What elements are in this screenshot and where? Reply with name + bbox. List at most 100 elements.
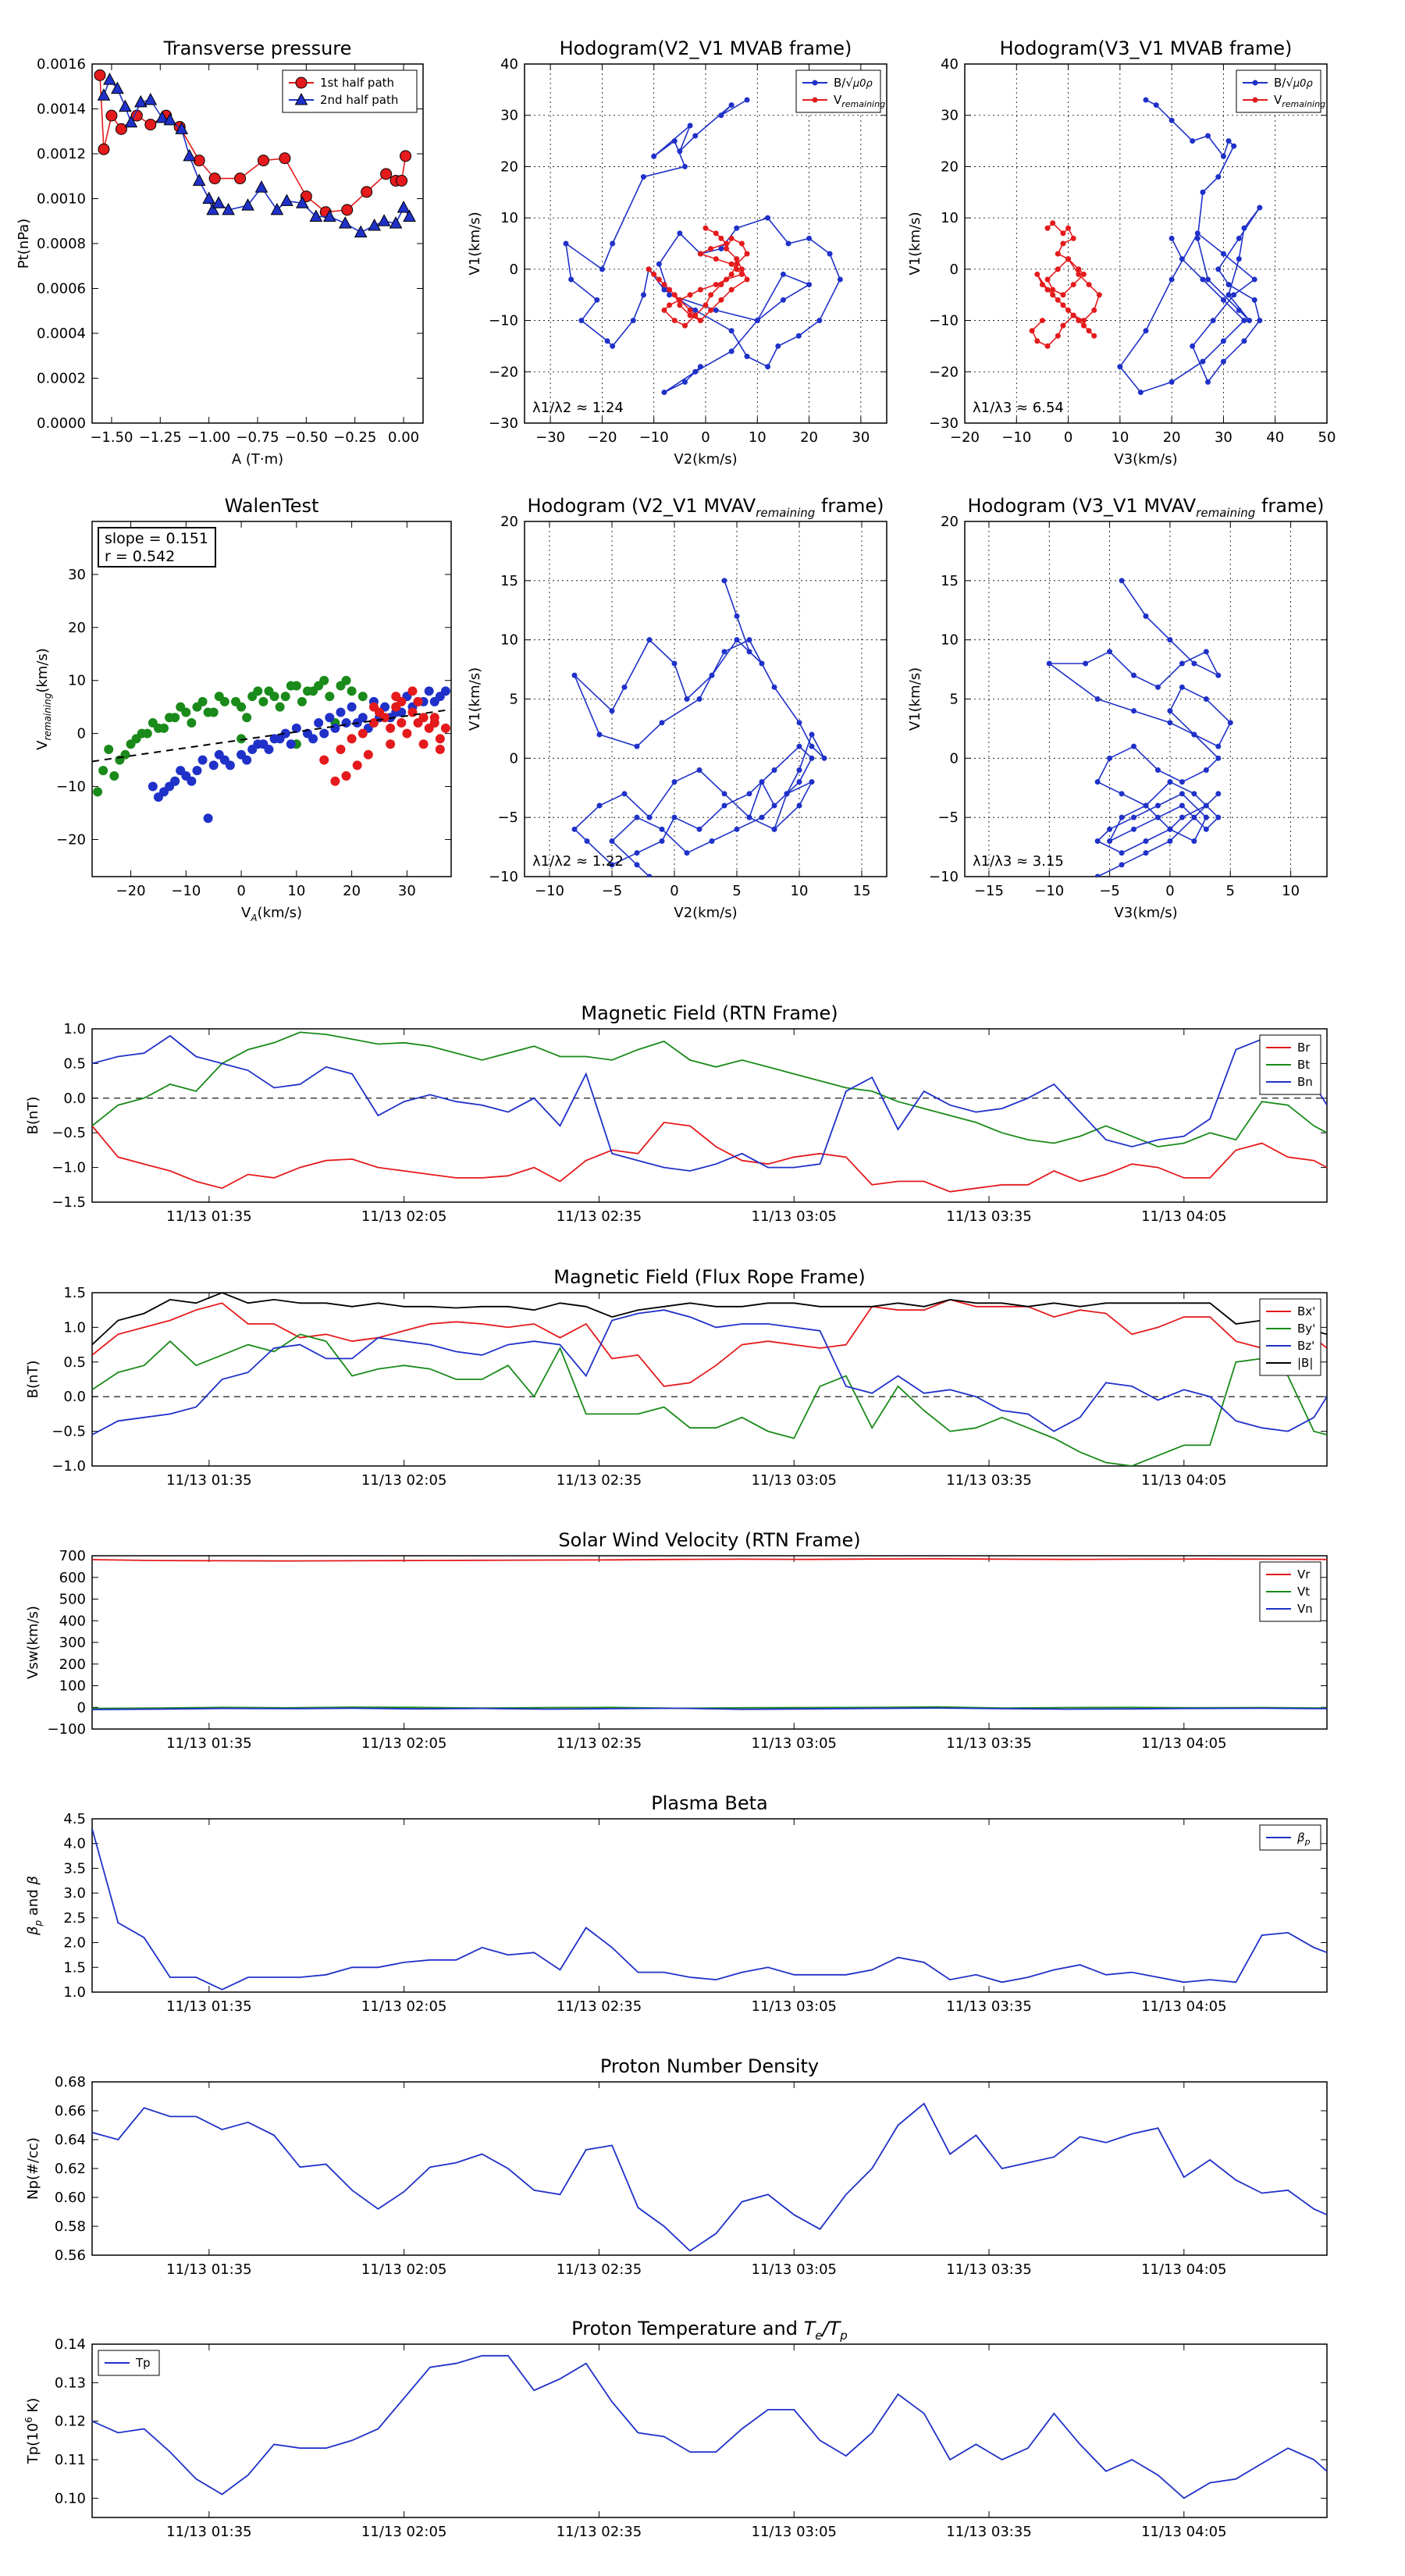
legend-label-0: Vr: [1297, 1567, 1311, 1582]
h4-series-0-point: [1154, 802, 1161, 809]
legend-label-3: |B|: [1297, 1356, 1313, 1370]
h1-series-1-point: [738, 271, 745, 277]
pt-series-1-point: [354, 225, 368, 238]
h1-series-1-point: [724, 246, 730, 252]
walen-ylabel: Vremaining(km/s): [34, 648, 53, 750]
h1-series-1-point: [728, 271, 735, 277]
stats-r: r = 0.542: [105, 548, 175, 565]
np-title: Proton Number Density: [600, 2055, 819, 2077]
mag_rtn-ytick-label: −1.5: [52, 1194, 86, 1211]
h3-series-0-point: [709, 672, 715, 678]
h2-series-0-point: [1241, 225, 1247, 231]
h1-frame: [524, 63, 887, 424]
h3-ytick-label: −5: [497, 809, 518, 826]
h1-series-0-point: [780, 271, 786, 277]
h3-series-0-point: [659, 826, 665, 832]
tp-xtick-label: 11/13 03:35: [946, 2524, 1031, 2540]
beta-xtick-label: 11/13 02:05: [361, 1998, 446, 2015]
walen-point-2: [413, 718, 423, 728]
h4-ytick-label: 0: [950, 750, 959, 767]
h1-series-0-point: [780, 297, 786, 303]
walen-point-2: [341, 770, 351, 781]
np-ytick-label: 0.64: [55, 2132, 86, 2148]
h3-series-0-point: [796, 743, 802, 749]
h2-series-1-point: [1060, 230, 1066, 237]
h1-title: Hodogram(V2_V1 MVAB frame): [560, 37, 852, 59]
h2-series-1-point: [1055, 297, 1061, 303]
walen-point-0: [203, 707, 213, 717]
mag_rtn-series-0: [92, 1121, 1327, 1193]
h2-xtick-label: 20: [1163, 429, 1181, 446]
walen-point-1: [214, 749, 224, 760]
h4-series-0-point: [1167, 779, 1173, 785]
pt-series-1-point: [206, 202, 219, 215]
walen-point-2: [402, 728, 412, 738]
h2-series-0-point: [1210, 318, 1216, 324]
h2-series-1-point: [1070, 282, 1076, 288]
h2-series-0-point: [1241, 338, 1247, 344]
h2-xtick-label: −20: [950, 429, 980, 446]
mag_rtn-xtick-label: 11/13 02:35: [557, 1208, 642, 1225]
tp-xtick-label: 11/13 04:05: [1141, 2524, 1226, 2540]
walen-point-0: [159, 723, 169, 733]
h1-ytick-label: 10: [500, 210, 518, 226]
mag_rtn-series-1: [92, 1031, 1327, 1147]
mag_fr-ylabel: B(nT): [25, 1361, 41, 1399]
walen-point-0: [242, 713, 252, 723]
pt-series-1-point: [212, 196, 226, 208]
h1-series-0-point: [568, 276, 574, 283]
h1-series-0-point: [795, 333, 802, 339]
legend-marker-0: [295, 76, 308, 89]
mag_fr-xtick-label: 11/13 03:35: [946, 1472, 1031, 1489]
h1-series-0-point: [656, 261, 662, 267]
walen-point-0: [275, 702, 285, 712]
h4-series-0-point: [1119, 791, 1125, 797]
h1-series-1-point: [667, 302, 673, 308]
pt-series-1-point: [338, 216, 352, 229]
h2-series-1-point: [1076, 271, 1082, 277]
pt-series-1-point: [322, 209, 336, 222]
pt-xtick-label: −0.50: [285, 429, 328, 446]
pt-series-0-point: [115, 123, 127, 135]
h2-series-1-point: [1065, 307, 1072, 313]
h4-ytick-label: 10: [941, 632, 959, 649]
h1-series-1-point: [697, 286, 703, 293]
h4-series-0-point: [1227, 720, 1233, 726]
h3-series-0-point: [759, 814, 765, 820]
h1-series-0-point: [713, 307, 719, 313]
np-frame: [91, 2081, 1328, 2256]
legend-label-1: Vt: [1297, 1585, 1310, 1599]
walen-point-0: [109, 770, 119, 781]
h1-series-1-point: [708, 292, 714, 298]
h2-series-0-point: [1200, 189, 1206, 195]
h4-series-0-point: [1215, 814, 1222, 820]
walen-point-2: [347, 734, 357, 744]
pt-series-1: [97, 73, 416, 238]
walen-point-1: [330, 723, 340, 733]
h1-series-0-point: [744, 97, 750, 103]
beta-ytick-label: 3.0: [63, 1885, 86, 1902]
h2-xtick-label: −10: [1001, 429, 1031, 446]
h1-xtick-label: 20: [800, 429, 818, 446]
h4-series-0-point: [1119, 814, 1125, 820]
h1-series-0-point: [677, 230, 683, 237]
h4-series-0-point: [1131, 743, 1137, 749]
pt-ylabel: Pt(nPa): [16, 219, 32, 269]
legend-marker-1: [294, 92, 308, 105]
h2-ytick-label: −30: [929, 415, 959, 432]
h2-series-0-point: [1200, 358, 1206, 365]
h4-xtick-label: −5: [1099, 883, 1120, 899]
mag_rtn-series-2: [92, 1034, 1327, 1172]
walen-point-1: [203, 813, 213, 824]
vsw-frame: [91, 1555, 1328, 1730]
h2-series-0-point: [1225, 138, 1232, 144]
walen-point-1: [153, 792, 163, 802]
h4-series-0-point: [1119, 862, 1125, 868]
h4-series-0-point: [1046, 660, 1052, 667]
h2-series-0-point: [1205, 276, 1211, 283]
h2-series-1-point: [1065, 225, 1072, 231]
pt-series-1-point: [389, 216, 403, 229]
walen-frame: [91, 521, 452, 877]
h4-series-0-point: [1167, 708, 1173, 714]
h1-series-1-point: [713, 282, 719, 288]
